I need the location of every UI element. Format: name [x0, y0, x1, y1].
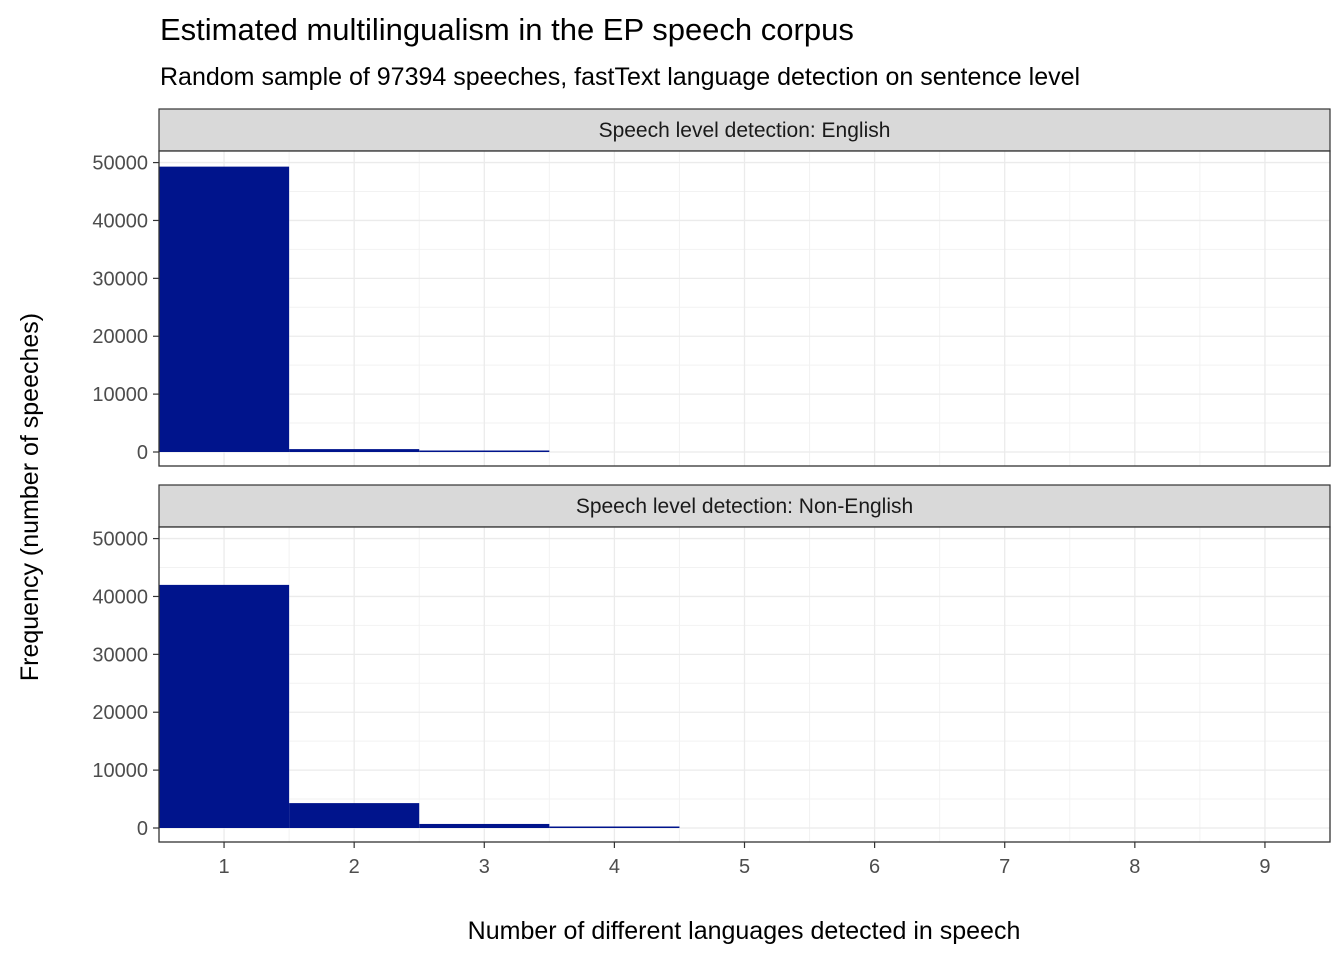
bar [289, 449, 420, 452]
x-tick-label: 1 [218, 856, 229, 878]
bar [289, 803, 420, 828]
y-tick-label: 10000 [92, 760, 148, 782]
x-axis: 1 2 3 4 5 6 7 8 9 [218, 842, 1271, 878]
bar [419, 450, 550, 452]
panel-1: Speech level detection: English 0 10000 200… [92, 108, 1331, 467]
strip-label: Speech level detection: Non-English [576, 495, 913, 518]
strip-label: Speech level detection: English [599, 119, 891, 142]
x-tick-label: 5 [739, 856, 750, 878]
x-tick-label: 2 [349, 856, 360, 878]
bar [159, 166, 290, 452]
y-tick-label: 40000 [92, 210, 148, 232]
y-tick-label: 20000 [92, 326, 148, 348]
x-tick-label: 8 [1129, 856, 1140, 878]
y-tick-label: 50000 [92, 529, 148, 551]
bar [419, 823, 550, 828]
x-tick-label: 7 [999, 856, 1010, 878]
y-tick-label: 0 [137, 442, 148, 464]
y-tick-label: 20000 [92, 702, 148, 724]
x-axis-title: Number of different languages detected i… [468, 917, 1021, 945]
strip-background [158, 108, 1331, 152]
y-tick-label: 30000 [92, 268, 148, 290]
panel-border [158, 150, 1331, 467]
y-tick-label: 30000 [92, 644, 148, 666]
x-tick-label: 6 [869, 856, 880, 878]
x-tick-label: 4 [609, 856, 620, 878]
chart-subtitle: Random sample of 97394 speeches, fastTex… [160, 63, 1080, 91]
x-tick-label: 3 [479, 856, 490, 878]
y-axis-title: Frequency (number of speeches) [16, 313, 44, 681]
bar [549, 826, 680, 828]
y-tick-label: 10000 [92, 384, 148, 406]
y-tick-label: 50000 [92, 153, 148, 175]
y-tick-label: 40000 [92, 586, 148, 608]
chart-title: Estimated multilingualism in the EP spee… [160, 12, 854, 47]
bar [159, 584, 290, 828]
x-tick-label: 9 [1259, 856, 1270, 878]
y-tick-label: 0 [137, 818, 148, 840]
panel-2: Speech level detection: Non-English 0 1000… [92, 484, 1331, 843]
panels: Speech level detection: English 0 10000 200… [92, 108, 1331, 843]
